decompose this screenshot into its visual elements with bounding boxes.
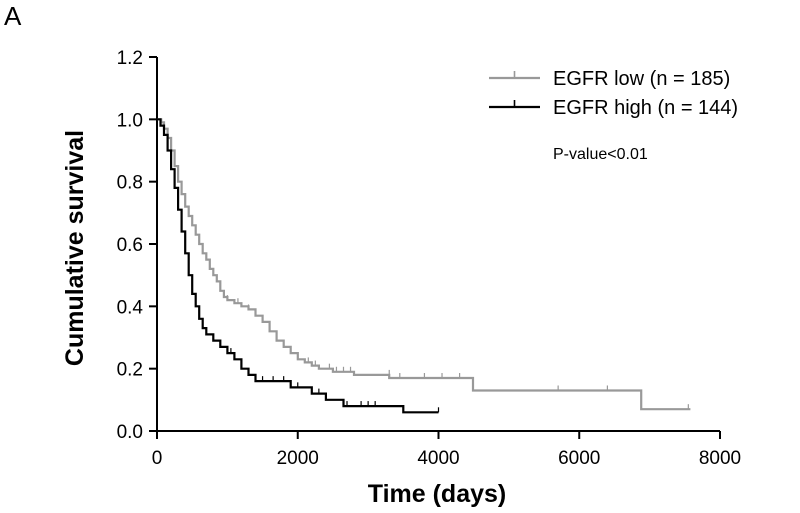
- x-axis: 0 2000 4000 6000 8000: [152, 430, 741, 469]
- survival-curve: [157, 118, 691, 411]
- legend-item: EGFR high (n = 144): [489, 97, 738, 119]
- x-tick-label: 2000: [277, 448, 319, 469]
- x-tick-label: 8000: [699, 448, 741, 469]
- series-0: [157, 118, 691, 411]
- y-tick-label: 1.0: [117, 110, 143, 131]
- survival-curve: [157, 118, 439, 414]
- y-tick-label: 0.8: [117, 173, 143, 194]
- x-tick-label: 6000: [558, 448, 600, 469]
- panel-label: A: [4, 1, 22, 31]
- y-axis-title: Cumulative survival: [61, 130, 89, 366]
- legend: EGFR low (n = 185) EGFR high (n = 144): [489, 68, 738, 119]
- y-axis: 0.0 0.2 0.4 0.6 0.8 1.0 1.2: [117, 48, 158, 443]
- legend-label: EGFR high (n = 144): [553, 97, 738, 119]
- y-tick-label: 0.2: [117, 360, 143, 381]
- p-value-annotation: P-value<0.01: [553, 146, 648, 163]
- y-tick-label: 0.4: [117, 297, 144, 318]
- x-tick-label: 0: [152, 448, 163, 469]
- x-tick-label: 4000: [417, 448, 459, 469]
- legend-label: EGFR low (n = 185): [553, 68, 730, 90]
- y-tick-label: 0.6: [117, 235, 143, 256]
- series-1: [157, 118, 440, 414]
- legend-item: EGFR low (n = 185): [489, 68, 730, 90]
- x-axis-title: Time (days): [368, 480, 506, 508]
- y-tick-label: 0.0: [117, 422, 143, 443]
- y-tick-label: 1.2: [117, 48, 143, 69]
- series-layer: [157, 118, 691, 414]
